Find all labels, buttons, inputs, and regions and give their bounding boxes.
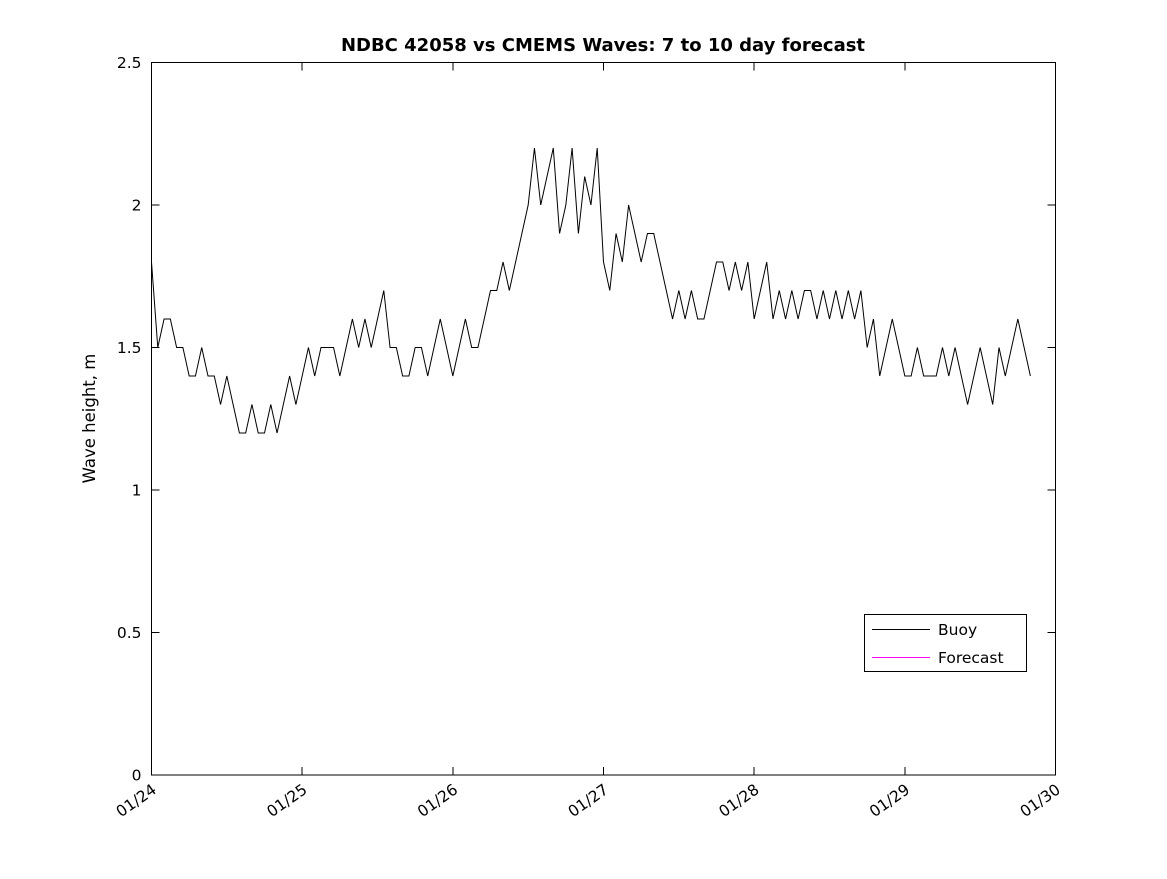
x-tick-label: 01/26 <box>414 781 461 821</box>
legend-label-forecast: Forecast <box>938 649 1004 667</box>
x-tick-label: 01/30 <box>1017 781 1064 821</box>
x-tick-label: 01/28 <box>716 781 763 821</box>
axis-ticks: 01/24 01/25 01/26 01/27 01/28 01/29 01/30 0 0.5 1… <box>113 54 1064 821</box>
chart-title: NDBC 42058 vs CMEMS Waves: 7 to 10 day f… <box>341 35 865 56</box>
legend-label-buoy: Buoy <box>938 621 977 639</box>
legend-box <box>864 614 1027 672</box>
buoy-line <box>151 147 1031 434</box>
x-tick-label: 01/27 <box>565 781 612 821</box>
y-tick-label: 2 <box>132 197 142 215</box>
x-tick-label: 01/29 <box>866 781 913 821</box>
legend: Buoy Forecast <box>864 614 1027 672</box>
data-series <box>151 147 1031 434</box>
x-tick-label: 01/25 <box>264 781 311 821</box>
y-tick-label: 0 <box>132 767 142 785</box>
y-axis-label: Wave height, m <box>80 354 99 484</box>
y-tick-label: 2.5 <box>117 54 142 72</box>
y-tick-label: 1.5 <box>117 339 142 357</box>
y-tick-label: 1 <box>132 482 142 500</box>
y-tick-label: 0.5 <box>117 624 142 642</box>
x-tick-label: 01/24 <box>113 781 160 821</box>
